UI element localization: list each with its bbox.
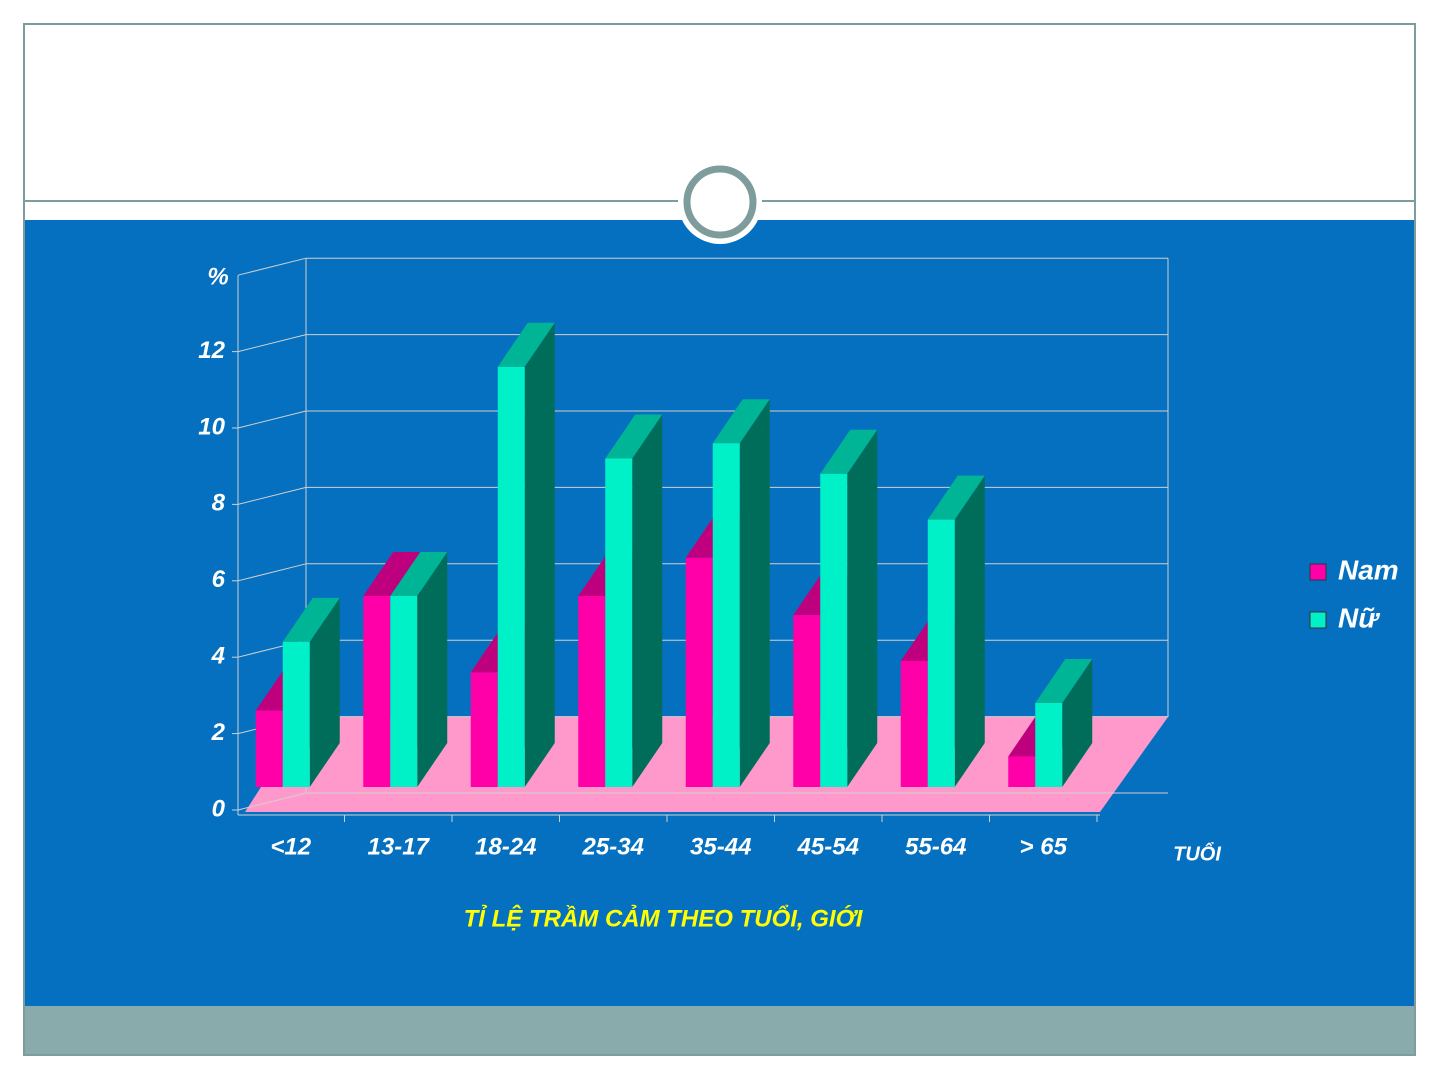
bar bbox=[390, 552, 448, 787]
bar-top bbox=[363, 552, 421, 596]
bar-side bbox=[847, 429, 878, 787]
legend-swatch bbox=[1309, 611, 1327, 629]
bar-front bbox=[1035, 702, 1063, 787]
grid-diagonal bbox=[237, 486, 307, 505]
wall-edge bbox=[237, 257, 307, 276]
x-tick-label: 18-24 bbox=[475, 833, 536, 860]
y-tick-label: 8 bbox=[212, 490, 226, 517]
bar bbox=[282, 597, 340, 787]
bar-top bbox=[712, 399, 770, 444]
bar-side bbox=[1062, 658, 1093, 787]
bar-front bbox=[363, 596, 391, 787]
grid-diagonal bbox=[237, 792, 307, 811]
bar-front bbox=[470, 672, 498, 787]
bar-side bbox=[417, 552, 448, 787]
legend-label: Nữ bbox=[1338, 602, 1380, 633]
y-tick-label: 2 bbox=[211, 719, 226, 746]
bar-top bbox=[1035, 658, 1093, 703]
y-tick-label: 4 bbox=[211, 643, 225, 670]
bar-front bbox=[900, 660, 928, 787]
x-tick-label: 25-34 bbox=[582, 833, 644, 860]
bar-top bbox=[820, 429, 878, 474]
x-tick-label: > 65 bbox=[1020, 833, 1068, 860]
bar-front bbox=[578, 596, 606, 787]
bar-front bbox=[1008, 756, 1036, 787]
x-axis-label: TUỔI bbox=[1173, 841, 1221, 865]
plot: 0 2 4 6 8 10 12 <12 13-17 18-24 25-34 35-44 45-54 55-… bbox=[198, 257, 1399, 860]
y-tick-label: 12 bbox=[198, 337, 225, 364]
legend-label: Nam bbox=[1338, 554, 1399, 585]
grid-diagonal bbox=[237, 410, 307, 429]
bar-front bbox=[712, 443, 740, 787]
bar-side bbox=[739, 399, 770, 787]
bar bbox=[927, 475, 985, 787]
bar bbox=[820, 429, 878, 787]
bar-front bbox=[390, 596, 418, 787]
bar-front bbox=[497, 366, 525, 787]
bar-front bbox=[820, 473, 848, 787]
x-tick-label: 35-44 bbox=[690, 833, 751, 860]
bar-top bbox=[390, 552, 448, 596]
ornament-ring bbox=[683, 165, 757, 239]
y-tick-label: 0 bbox=[212, 795, 226, 822]
chart-title: TỈ LỆ TRẦM CẢM THEO TUỔI, GIỚI bbox=[464, 904, 864, 932]
bar-front bbox=[793, 615, 821, 787]
grid-diagonal bbox=[237, 334, 307, 353]
bar-top bbox=[605, 414, 663, 459]
x-tick-label: <12 bbox=[270, 833, 311, 860]
bar-front bbox=[685, 557, 713, 787]
bar-side bbox=[954, 475, 985, 787]
x-tick-label: 45-54 bbox=[797, 833, 859, 860]
bar-front bbox=[255, 710, 283, 787]
y-tick-label: 6 bbox=[212, 566, 226, 593]
bar-side bbox=[524, 322, 555, 787]
grid-diagonal bbox=[237, 563, 307, 582]
bar-front bbox=[282, 641, 310, 787]
bar-front bbox=[605, 458, 633, 787]
bar-front bbox=[927, 519, 955, 787]
bar bbox=[1035, 658, 1093, 787]
bar bbox=[605, 414, 663, 787]
y-axis-label: % bbox=[207, 263, 228, 290]
bar bbox=[497, 322, 555, 787]
y-tick-label: 10 bbox=[198, 413, 225, 440]
bar-top bbox=[927, 475, 985, 520]
bar-side bbox=[632, 414, 663, 787]
bar-side bbox=[309, 597, 340, 787]
bar bbox=[712, 399, 770, 787]
footer-band bbox=[25, 1006, 1414, 1054]
legend-swatch bbox=[1309, 563, 1327, 581]
x-tick-label: 13-17 bbox=[368, 833, 431, 860]
bar-top bbox=[282, 597, 340, 642]
x-tick-label: 55-64 bbox=[905, 833, 966, 860]
bar-top bbox=[497, 322, 555, 367]
